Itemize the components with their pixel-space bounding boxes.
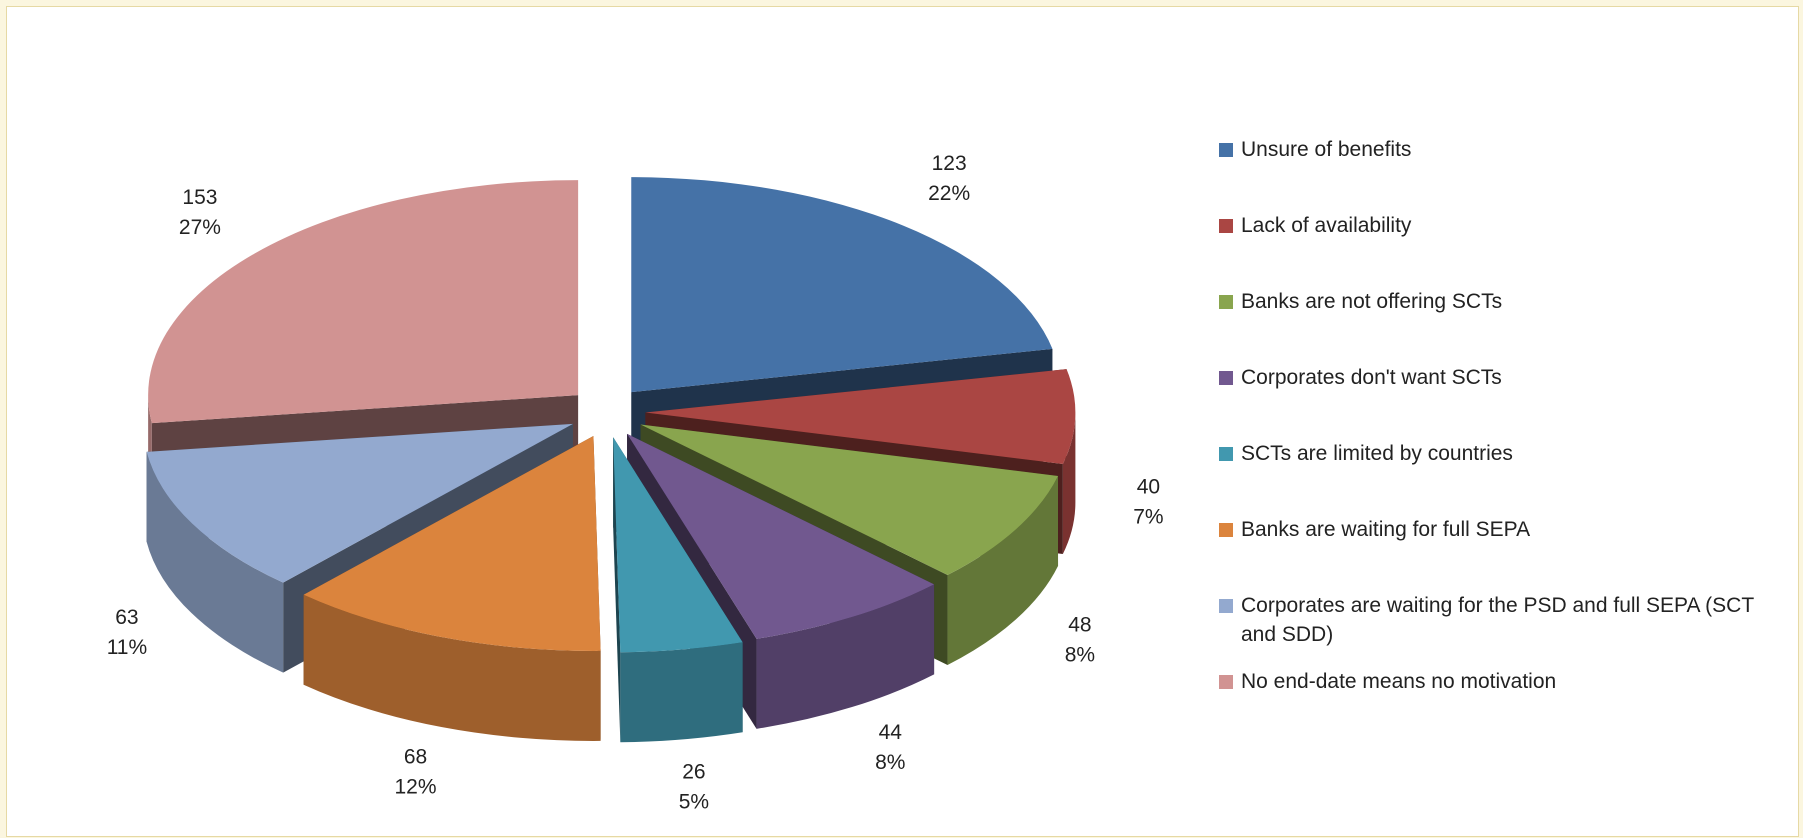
slice-side: [613, 437, 621, 743]
legend-item: Banks are not offering SCTs: [1219, 287, 1789, 363]
slice-wall: [146, 451, 284, 673]
pie-chart: 123 22% 40 7% 48 8% 44 8% 26 5% 68 12% 63 11% 153 27%: [107, 152, 1164, 814]
legend-swatch: [1219, 219, 1233, 233]
data-label-value: 123: [932, 152, 967, 175]
slice: [613, 437, 743, 653]
slice-wall: [303, 594, 601, 741]
legend-swatch: [1219, 675, 1233, 689]
data-label-value: 63: [115, 606, 138, 629]
data-label-percent: 7%: [1133, 506, 1163, 529]
data-label-value: 153: [182, 186, 217, 209]
data-label-percent: 27%: [179, 216, 221, 239]
data-label-value: 68: [404, 745, 427, 768]
legend-label: Banks are waiting for full SEPA: [1241, 518, 1531, 541]
legend-label: Unsure of benefits: [1241, 138, 1412, 161]
data-label-value: 44: [879, 721, 903, 744]
legend-item: No end-date means no motivation: [1219, 667, 1789, 743]
data-label-percent: 22%: [928, 182, 970, 205]
slice: [148, 180, 579, 424]
chart-frame: 123 22% 40 7% 48 8% 44 8% 26 5% 68 12% 63 11% 153 27% U…: [6, 6, 1799, 837]
slice: [627, 433, 935, 639]
slice-wall: [620, 642, 743, 743]
slice-wall: [947, 475, 1059, 666]
legend-label: SCTs are limited by countries: [1241, 442, 1513, 465]
legend-item: SCTs are limited by countries: [1219, 439, 1789, 515]
slice: [303, 435, 601, 651]
data-label-percent: 12%: [395, 775, 437, 798]
data-label-value: 48: [1068, 613, 1091, 636]
legend-swatch: [1219, 371, 1233, 385]
legend-swatch: [1219, 143, 1233, 157]
slice-group: [613, 437, 743, 743]
legend-item: Banks are waiting for full SEPA: [1219, 515, 1789, 591]
data-label-percent: 8%: [875, 751, 905, 774]
legend-swatch: [1219, 447, 1233, 461]
legend-swatch: [1219, 523, 1233, 537]
data-label-percent: 8%: [1065, 643, 1095, 666]
legend-label: Lack of availability: [1241, 214, 1412, 237]
slice: [645, 369, 1076, 464]
legend-item: Lack of availability: [1219, 211, 1789, 287]
data-label-percent: 5%: [679, 791, 709, 814]
slice-wall: [1062, 412, 1076, 554]
data-label-value: 26: [682, 761, 705, 784]
data-label-value: 40: [1137, 476, 1160, 499]
legend: Unsure of benefits Lack of availability Ba…: [1219, 135, 1789, 743]
legend-item: Unsure of benefits: [1219, 135, 1789, 211]
legend-label: Banks are not offering SCTs: [1241, 290, 1503, 313]
legend-label: Corporates are waiting for the PSD and f…: [1241, 594, 1754, 646]
legend-swatch: [1219, 599, 1233, 613]
slice-wall: [756, 584, 935, 729]
legend-item: Corporates are waiting for the PSD and f…: [1219, 591, 1789, 667]
legend-swatch: [1219, 295, 1233, 309]
slice: [640, 424, 1059, 576]
legend-label: Corporates don't want SCTs: [1241, 366, 1502, 389]
data-label-percent: 11%: [107, 636, 147, 659]
slice-group: [303, 435, 601, 741]
legend-item: Corporates don't want SCTs: [1219, 363, 1789, 439]
legend-label: No end-date means no motivation: [1241, 670, 1557, 693]
slice: [631, 177, 1053, 393]
slice: [146, 423, 573, 583]
